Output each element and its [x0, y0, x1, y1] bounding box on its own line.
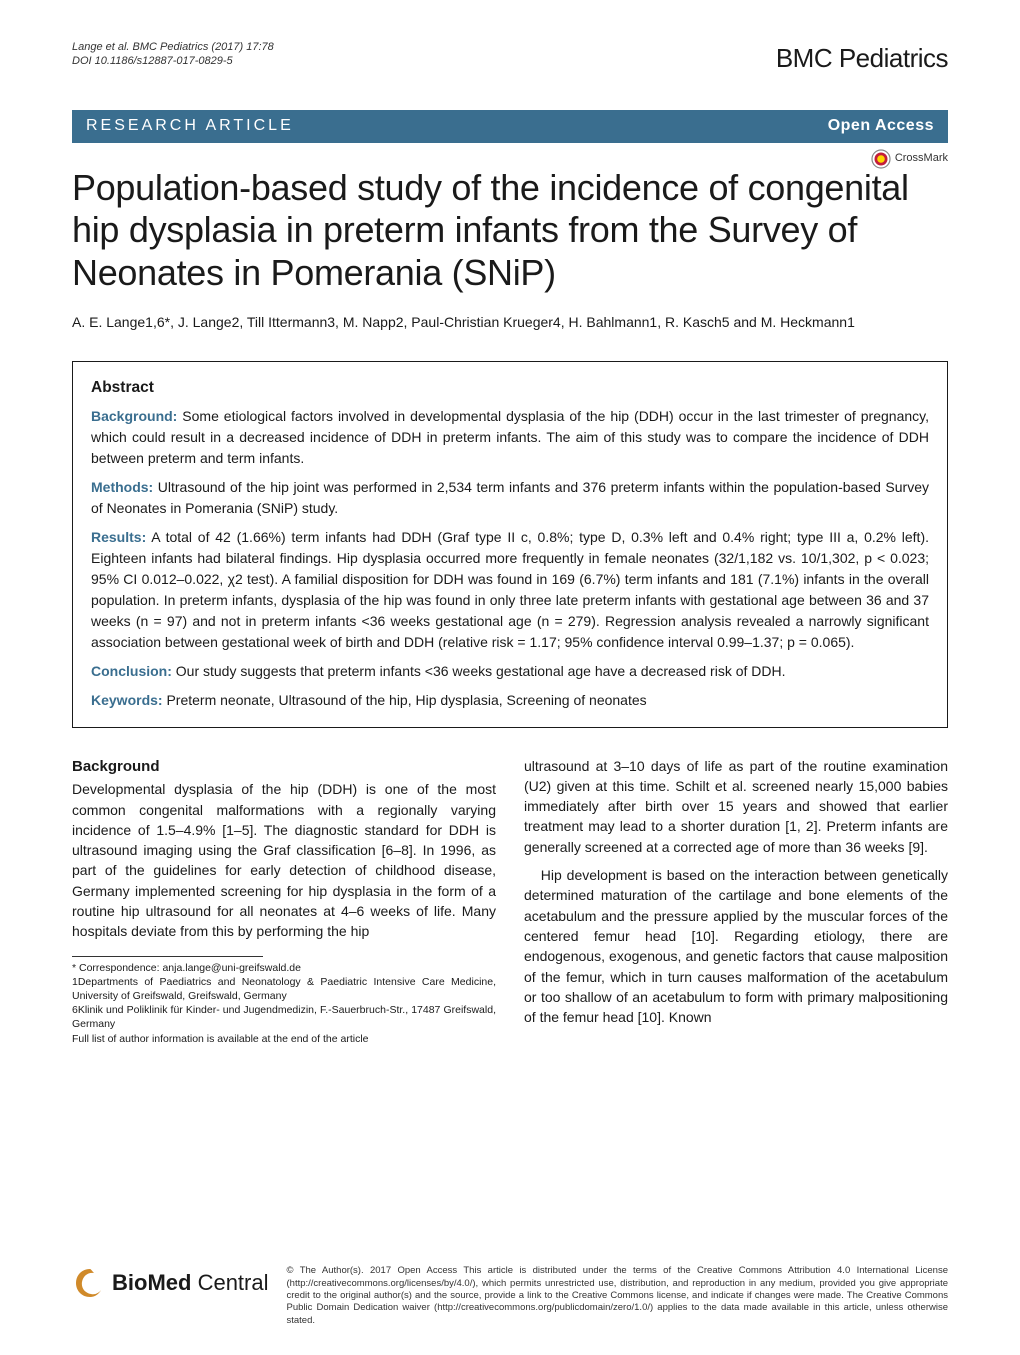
keywords-label: Keywords: — [91, 692, 163, 708]
background-label: Background: — [91, 408, 177, 424]
right-paragraph-1: ultrasound at 3–10 days of life as part … — [524, 756, 948, 857]
abstract-box: Abstract Background: Some etiological fa… — [72, 361, 948, 727]
abstract-background: Background: Some etiological factors inv… — [91, 406, 929, 469]
author-list: A. E. Lange1,6*, J. Lange2, Till Itterma… — [72, 312, 948, 333]
bmc-swirl-icon — [72, 1265, 108, 1301]
right-column: ultrasound at 3–10 days of life as part … — [524, 756, 948, 1046]
background-text: Some etiological factors involved in dev… — [91, 408, 929, 466]
bmc-logo-bold: BioMed — [112, 1270, 191, 1295]
license-text: © The Author(s). 2017 Open Access This a… — [287, 1265, 949, 1327]
journal-logo: BMC Pediatrics — [776, 40, 948, 78]
article-title: Population-based study of the incidence … — [72, 167, 948, 294]
biomed-central-logo: BioMed Central — [72, 1265, 269, 1301]
correspondence: * Correspondence: anja.lange@uni-greifsw… — [72, 961, 496, 975]
footer-row: BioMed Central © The Author(s). 2017 Ope… — [72, 1265, 948, 1327]
crossmark-icon — [871, 149, 891, 169]
results-text: A total of 42 (1.66%) term infants had D… — [91, 529, 929, 650]
methods-text: Ultrasound of the hip joint was performe… — [91, 479, 929, 516]
crossmark-row: CrossMark — [72, 149, 948, 169]
citation-line-1: Lange et al. BMC Pediatrics (2017) 17:78 — [72, 40, 274, 54]
abstract-keywords: Keywords: Preterm neonate, Ultrasound of… — [91, 690, 929, 711]
conclusion-text: Our study suggests that preterm infants … — [172, 663, 786, 679]
citation-line-2: DOI 10.1186/s12887-017-0829-5 — [72, 54, 274, 68]
crossmark-label: CrossMark — [895, 151, 948, 167]
bmc-logo-light: Central — [191, 1270, 268, 1295]
methods-label: Methods: — [91, 479, 153, 495]
footnotes: * Correspondence: anja.lange@uni-greifsw… — [72, 956, 496, 1046]
citation-block: Lange et al. BMC Pediatrics (2017) 17:78… — [72, 40, 274, 69]
affiliation-6: 6Klinik und Poliklinik für Kinder- und J… — [72, 1003, 496, 1031]
affiliation-1: 1Departments of Paediatrics and Neonatol… — [72, 975, 496, 1003]
abstract-methods: Methods: Ultrasound of the hip joint was… — [91, 477, 929, 519]
abstract-results: Results: A total of 42 (1.66%) term infa… — [91, 527, 929, 653]
article-type-bar: RESEARCH ARTICLE Open Access — [72, 110, 948, 143]
conclusion-label: Conclusion: — [91, 663, 172, 679]
crossmark-badge[interactable]: CrossMark — [871, 149, 948, 169]
article-type-label: RESEARCH ARTICLE — [86, 114, 294, 137]
keywords-text: Preterm neonate, Ultrasound of the hip, … — [163, 692, 647, 708]
full-author-info: Full list of author information is avail… — [72, 1032, 496, 1046]
abstract-heading: Abstract — [91, 376, 929, 399]
open-access-label: Open Access — [828, 114, 934, 137]
results-label: Results: — [91, 529, 146, 545]
body-columns: Background Developmental dysplasia of th… — [72, 756, 948, 1046]
left-column: Background Developmental dysplasia of th… — [72, 756, 496, 1046]
right-paragraph-2: Hip development is based on the interact… — [524, 865, 948, 1027]
left-paragraph-1: Developmental dysplasia of the hip (DDH)… — [72, 779, 496, 941]
abstract-conclusion: Conclusion: Our study suggests that pret… — [91, 661, 929, 682]
background-section-heading: Background — [72, 756, 496, 778]
header-row: Lange et al. BMC Pediatrics (2017) 17:78… — [72, 40, 948, 78]
footnote-rule — [72, 956, 263, 957]
